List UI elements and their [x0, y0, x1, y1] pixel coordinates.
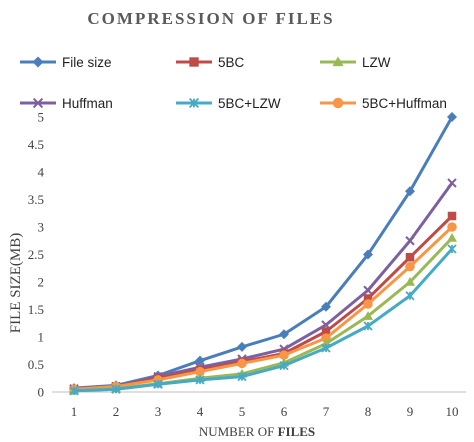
data-point-file-size — [447, 112, 457, 122]
legend-item-5bc-lzw: 5BC+LZW — [176, 96, 281, 111]
data-point-5bc-huffman — [447, 222, 457, 232]
x-axis-label: NUMBER OF FILES — [199, 424, 315, 439]
series-line-5bc-huffman — [73, 225, 454, 391]
data-point-5bc-lzw — [363, 321, 373, 331]
data-point-5bc-lzw — [195, 375, 205, 385]
data-point-lzw — [363, 311, 373, 320]
y-tick-label: 4 — [38, 165, 45, 180]
x-tick-label: 5 — [239, 404, 246, 419]
legend-item-file-size: File size — [20, 55, 112, 70]
y-tick-label: 4.5 — [28, 137, 44, 152]
x-tick-label: 3 — [155, 404, 162, 419]
y-axis-label: FILE SIZE(MB) — [8, 233, 24, 333]
series-5bc-lzw — [69, 244, 457, 396]
data-point-5bc-huffman — [237, 358, 247, 369]
data-point-file-size — [195, 355, 205, 366]
legend-marker — [188, 97, 200, 109]
data-point-5bc-lzw — [405, 291, 415, 301]
data-point-5bc-lzw — [447, 244, 457, 254]
y-tick-label: 3 — [38, 220, 45, 235]
legend: File size 5BC LZW Huffman 5BC+LZW 5BC+Huffman — [20, 55, 447, 111]
legend-label: LZW — [362, 55, 391, 70]
x-tick-label: 1 — [71, 404, 78, 419]
y-tick-label: 0 — [38, 385, 45, 400]
data-point-file-size — [279, 329, 289, 340]
legend-marker — [32, 97, 44, 109]
y-tick-label: 5 — [38, 110, 45, 125]
x-tick-label: 9 — [407, 404, 414, 419]
legend-item-lzw: LZW — [320, 55, 391, 70]
legend-marker — [189, 57, 199, 67]
plot-area — [69, 112, 457, 396]
series-line-5bc-lzw — [73, 247, 454, 393]
y-tick-label: 2 — [38, 275, 45, 290]
data-point-5bc-lzw — [279, 360, 289, 371]
series-line-lzw — [73, 236, 454, 393]
data-point-file-size — [363, 249, 373, 260]
legend-label: File size — [62, 55, 112, 70]
legend-item-5bc-huffman: 5BC+Huffman — [320, 96, 447, 111]
y-tick-label: 1 — [38, 330, 45, 345]
data-point-file-size — [321, 301, 331, 312]
axes: 1 2 3 4 5 6 7 8 9 10 0 0.5 1 1.5 2 2.5 3 3.5 4 4.5 5 — [28, 110, 466, 419]
data-point-5bc — [321, 327, 331, 336]
series-line-5bc — [73, 214, 454, 391]
data-point-5bc-huffman — [279, 350, 289, 360]
x-tick-labels: 1 2 3 4 5 6 7 8 9 10 — [71, 404, 459, 419]
data-point-lzw — [405, 277, 415, 286]
x-axis-label-bold: FILES — [278, 424, 316, 439]
data-point-huffman — [363, 285, 373, 295]
data-point-5bc-huffman — [195, 366, 205, 377]
data-point-5bc-lzw — [237, 371, 247, 382]
legend-marker — [332, 56, 344, 67]
legend-label: 5BC — [218, 55, 245, 70]
data-point-5bc — [447, 211, 457, 221]
legend-marker — [32, 56, 44, 68]
series-line-file-size — [73, 116, 454, 390]
data-point-huffman — [447, 178, 457, 188]
data-point-5bc-huffman — [363, 299, 373, 309]
data-point-huffman — [405, 236, 415, 246]
legend-label: 5BC+Huffman — [362, 96, 447, 111]
data-point-5bc — [405, 253, 415, 262]
x-tick-label: 4 — [197, 404, 204, 419]
x-tick-label: 7 — [323, 404, 330, 419]
x-tick-label: 2 — [113, 404, 120, 419]
x-tick-label: 10 — [446, 404, 459, 419]
data-point-lzw — [447, 233, 457, 242]
legend-item-5bc: 5BC — [176, 55, 245, 70]
x-tick-label: 8 — [365, 404, 372, 419]
chart-title: COMPRESSION OF FILES — [87, 9, 334, 28]
legend-label: Huffman — [62, 96, 113, 111]
legend-marker — [332, 97, 344, 109]
data-point-5bc-lzw — [111, 384, 121, 394]
data-point-5bc-huffman — [405, 261, 415, 272]
legend-item-huffman: Huffman — [20, 96, 113, 111]
data-point-5bc-lzw — [321, 343, 331, 353]
y-tick-label: 1.5 — [28, 302, 44, 317]
y-tick-labels: 0 0.5 1 1.5 2 2.5 3 3.5 4 4.5 5 — [28, 110, 45, 400]
data-point-file-size — [405, 186, 415, 197]
data-point-5bc-lzw — [153, 379, 163, 389]
x-axis-label-prefix: NUMBER OF — [199, 424, 278, 439]
y-tick-label: 0.5 — [28, 357, 44, 372]
data-point-file-size — [237, 341, 247, 352]
legend-label: 5BC+LZW — [218, 96, 281, 111]
y-tick-label: 3.5 — [28, 192, 44, 207]
y-tick-label: 2.5 — [28, 247, 44, 262]
data-point-5bc — [363, 294, 373, 303]
x-tick-label: 6 — [281, 404, 288, 419]
data-point-5bc-lzw — [69, 386, 79, 396]
